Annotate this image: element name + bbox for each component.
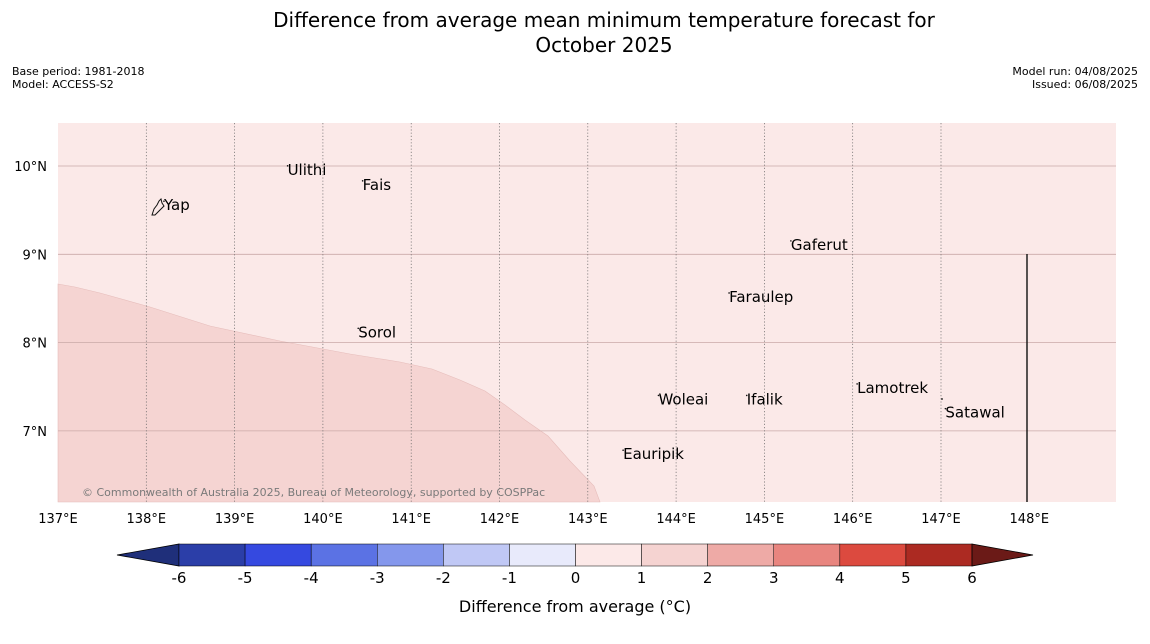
colorbar-cell: [443, 543, 510, 567]
colorbar-over-arrow: [971, 543, 1034, 567]
colorbar-cell: [244, 543, 312, 567]
colorbar-tick-label: 5: [901, 569, 911, 587]
colorbar-cells: [178, 543, 973, 567]
meta-left: Base period: 1981-2018 Model: ACCESS-S2: [12, 65, 144, 91]
place-label: Gaferut: [791, 236, 848, 254]
latitude-tick-label: 8°N: [23, 337, 48, 352]
place-marker: [790, 240, 792, 242]
longitude-tick-label: 145°E: [745, 512, 785, 527]
colorbar-cell: [641, 543, 708, 567]
place-marker: [286, 165, 289, 167]
colorbar-label: Difference from average (°C): [459, 597, 691, 616]
model-name: Model: ACCESS-S2: [12, 78, 114, 91]
place-marker: [944, 407, 947, 410]
colorbar-tick-label: 6: [967, 569, 977, 587]
base-period: Base period: 1981-2018: [12, 65, 145, 78]
place-marker: [856, 383, 858, 385]
place-label: Ifalik: [747, 390, 783, 408]
longitude-tick-label: 141°E: [391, 512, 431, 527]
warm-anomaly-zone: [57, 283, 601, 503]
latitude-tick-label: 9°N: [23, 248, 48, 263]
place-marker: [361, 180, 364, 182]
copyright-note: © Commonwealth of Australia 2025, Bureau…: [82, 486, 545, 499]
longitude-tick-label: 144°E: [656, 512, 696, 527]
place-label: Yap: [163, 196, 190, 214]
longitude-tick-label: 139°E: [215, 512, 255, 527]
place-marker: [163, 200, 165, 202]
latitude-tick-label: 7°N: [23, 425, 48, 440]
place-marker: [357, 327, 360, 330]
colorbar-tick-label: -2: [436, 569, 451, 587]
colorbar-tick-label: 2: [703, 569, 713, 587]
longitude-tick-label: 143°E: [568, 512, 608, 527]
colorbar-cell: [905, 543, 973, 567]
colorbar-tick-label: 3: [769, 569, 779, 587]
longitude-tick-label: 137°E: [38, 512, 78, 527]
longitude-tick-labels: 137°E 138°E 139°E 140°E 141°E 142°E 143°E 144°E…: [38, 512, 1049, 527]
colorbar-tick-label: -4: [304, 569, 319, 587]
colorbar-cell: [575, 543, 642, 567]
title-line-1: Difference from average mean minimum tem…: [273, 8, 935, 32]
longitude-tick-label: 138°E: [127, 512, 167, 527]
colorbar-tick-label: 4: [835, 569, 845, 587]
place-label: Faraulep: [729, 288, 793, 306]
model-run: Model run: 04/08/2025: [1012, 65, 1138, 78]
place-labels: Yap Ulithi Fais Gaferut Faraulep Sorol Woleai I…: [163, 161, 1005, 463]
yap-island-shape: [151, 198, 165, 216]
place-label: Sorol: [358, 323, 396, 341]
colorbar-tick-label: -1: [502, 569, 517, 587]
title-line-2: October 2025: [535, 33, 673, 57]
place-marker: [622, 449, 624, 451]
place-label: Lamotrek: [857, 379, 928, 397]
colorbar-tick-labels: -6 -5 -4 -3 -2 -1 0 1 2 3 4 5 6: [172, 569, 977, 587]
colorbar-cell: [377, 543, 444, 567]
place-marker: [657, 394, 660, 397]
colorbar: -6 -5 -4 -3 -2 -1 0 1 2 3 4 5 6 Difference from aver…: [116, 543, 1034, 616]
longitude-tick-label: 140°E: [303, 512, 343, 527]
longitude-tick-label: 146°E: [833, 512, 873, 527]
colorbar-tick-label: -5: [238, 569, 253, 587]
colorbar-under-arrow: [116, 543, 180, 567]
place-label: Fais: [363, 176, 392, 194]
colorbar-cell: [773, 543, 841, 567]
colorbar-tick-label: 1: [637, 569, 647, 587]
latitude-tick-label: 10°N: [14, 160, 47, 175]
colorbar-cell: [509, 543, 576, 567]
place-label: Eauripik: [623, 445, 684, 463]
colorbar-tick-label: -3: [370, 569, 385, 587]
issued-date: Issued: 06/08/2025: [1031, 78, 1138, 91]
place-label: Ulithi: [288, 161, 327, 179]
colorbar-cell: [178, 543, 246, 567]
colorbar-cell: [839, 543, 907, 567]
longitude-tick-label: 147°E: [921, 512, 961, 527]
colorbar-cell: [707, 543, 775, 567]
place-label: Woleai: [658, 390, 708, 408]
map-panel: Yap Ulithi Fais Gaferut Faraulep Sorol Woleai I…: [57, 123, 1116, 503]
islet-dot: [941, 398, 943, 400]
latitude-tick-labels: 10°N 9°N 8°N 7°N: [14, 160, 47, 440]
chart-title: Difference from average mean minimum tem…: [0, 8, 1150, 58]
place-marker: [745, 394, 748, 397]
longitude-tick-label: 142°E: [480, 512, 520, 527]
longitude-gridlines: [145, 123, 942, 502]
place-marker: [728, 292, 730, 294]
meta-right: Model run: 04/08/2025 Issued: 06/08/2025: [1012, 65, 1138, 91]
longitude-tick-label: 148°E: [1010, 512, 1050, 527]
colorbar-tick-label: 0: [571, 569, 581, 587]
colorbar-cell: [310, 543, 378, 567]
place-label: Satawal: [945, 404, 1004, 422]
colorbar-tick-label: -6: [172, 569, 187, 587]
